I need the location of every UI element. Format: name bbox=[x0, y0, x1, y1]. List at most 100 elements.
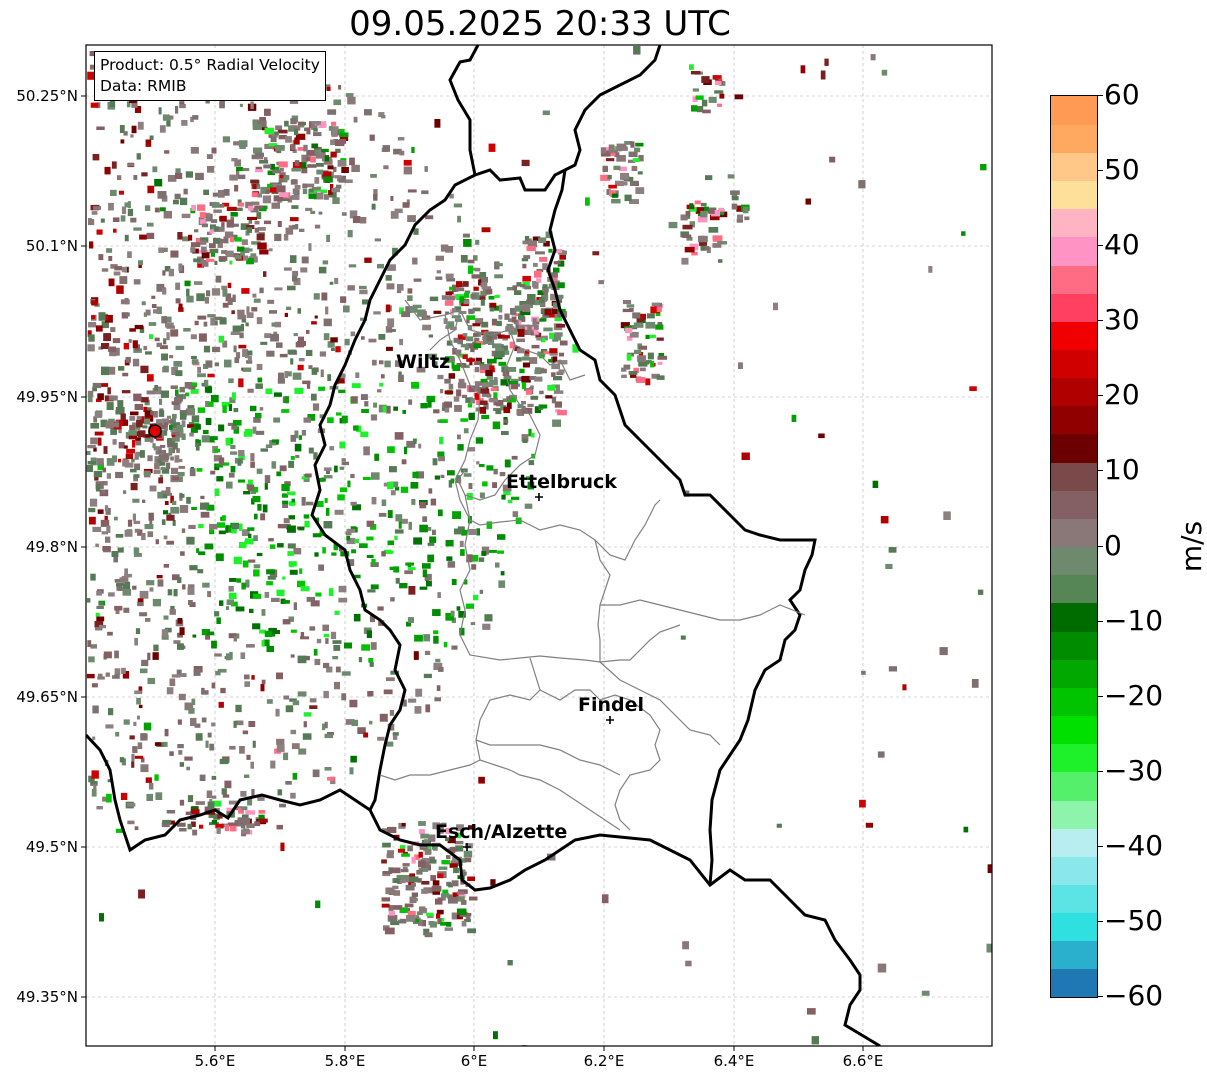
velocity-pixel bbox=[237, 314, 247, 320]
velocity-pixel bbox=[464, 346, 469, 351]
velocity-pixel bbox=[98, 601, 103, 606]
velocity-pixel bbox=[114, 668, 121, 676]
velocity-pixel bbox=[186, 536, 195, 545]
velocity-pixel bbox=[324, 767, 332, 771]
colorbar-tickmark bbox=[1097, 620, 1103, 622]
velocity-pixel bbox=[261, 609, 266, 616]
velocity-pixel bbox=[287, 195, 293, 203]
velocity-pixel bbox=[309, 189, 314, 193]
velocity-pixel bbox=[244, 429, 253, 437]
velocity-pixel bbox=[218, 424, 225, 432]
velocity-pixel bbox=[128, 433, 137, 440]
velocity-pixel bbox=[418, 829, 425, 834]
velocity-pixel bbox=[161, 316, 167, 324]
velocity-pixel bbox=[542, 263, 548, 270]
velocity-pixel bbox=[506, 402, 512, 409]
city-marker bbox=[535, 493, 543, 501]
velocity-pixel bbox=[154, 207, 160, 213]
velocity-pixel bbox=[276, 744, 285, 752]
velocity-pixel bbox=[260, 341, 268, 345]
velocity-pixel bbox=[655, 311, 661, 316]
velocity-pixel bbox=[191, 359, 199, 365]
velocity-pixel bbox=[213, 316, 222, 321]
velocity-pixel bbox=[977, 589, 984, 595]
velocity-pixel bbox=[371, 472, 380, 480]
velocity-pixel bbox=[291, 498, 295, 503]
velocity-pixel bbox=[341, 415, 348, 423]
velocity-pixel bbox=[120, 792, 128, 800]
velocity-pixel bbox=[219, 238, 225, 243]
velocity-pixel bbox=[160, 390, 169, 398]
velocity-pixel bbox=[385, 741, 394, 747]
velocity-pixel bbox=[327, 86, 331, 91]
velocity-pixel bbox=[623, 364, 631, 370]
velocity-pixel bbox=[262, 504, 268, 513]
velocity-pixel bbox=[542, 284, 548, 289]
velocity-pixel bbox=[491, 318, 498, 326]
velocity-pixel bbox=[421, 881, 430, 885]
velocity-pixel bbox=[524, 236, 530, 243]
canton-borders bbox=[379, 299, 806, 831]
velocity-pixel bbox=[165, 492, 172, 496]
velocity-pixel bbox=[197, 373, 206, 378]
velocity-pixel bbox=[171, 476, 180, 481]
velocity-pixel bbox=[392, 732, 399, 736]
velocity-pixel bbox=[556, 294, 564, 299]
velocity-pixel bbox=[301, 430, 306, 436]
velocity-pixel bbox=[226, 599, 234, 605]
velocity-pixel bbox=[197, 261, 204, 268]
velocity-pixel bbox=[137, 742, 143, 750]
velocity-pixel bbox=[353, 425, 359, 431]
velocity-pixel bbox=[331, 187, 341, 193]
velocity-pixel bbox=[183, 328, 191, 332]
velocity-pixel bbox=[290, 125, 298, 130]
velocity-pixel bbox=[425, 704, 431, 713]
velocity-pixel bbox=[361, 336, 365, 340]
velocity-pixel bbox=[259, 818, 268, 823]
velocity-pixel bbox=[350, 526, 357, 531]
velocity-pixel bbox=[207, 373, 215, 378]
velocity-pixel bbox=[395, 577, 400, 584]
velocity-pixel bbox=[352, 504, 361, 511]
velocity-pixel bbox=[554, 317, 563, 322]
velocity-pixel bbox=[403, 166, 413, 175]
velocity-pixel bbox=[210, 219, 218, 223]
velocity-pixel bbox=[407, 911, 416, 918]
velocity-pixel bbox=[633, 46, 641, 55]
velocity-pixel bbox=[277, 524, 287, 529]
velocity-pixel bbox=[330, 631, 337, 640]
velocity-pixel bbox=[697, 106, 704, 113]
velocity-pixel bbox=[267, 575, 276, 580]
velocity-pixel bbox=[429, 921, 437, 928]
velocity-pixel bbox=[140, 365, 149, 374]
velocity-pixel bbox=[259, 407, 264, 411]
velocity-pixel bbox=[426, 395, 436, 403]
velocity-pixel bbox=[294, 430, 299, 439]
velocity-pixel bbox=[399, 879, 406, 884]
velocity-pixel bbox=[103, 446, 108, 454]
velocity-pixel bbox=[527, 481, 535, 490]
velocity-pixel bbox=[425, 215, 434, 220]
velocity-pixel bbox=[325, 507, 330, 516]
velocity-pixel bbox=[394, 432, 404, 440]
velocity-pixel bbox=[705, 175, 713, 181]
velocity-pixel bbox=[338, 597, 348, 603]
velocity-pixel bbox=[205, 417, 212, 425]
velocity-pixel bbox=[626, 353, 632, 361]
velocity-pixel bbox=[385, 304, 391, 313]
velocity-pixel bbox=[399, 907, 408, 913]
velocity-pixel bbox=[447, 897, 458, 904]
velocity-pixel bbox=[191, 204, 196, 211]
velocity-pixel bbox=[611, 199, 621, 204]
velocity-pixel bbox=[445, 828, 452, 834]
velocity-pixel bbox=[266, 699, 273, 704]
velocity-pixel bbox=[255, 166, 262, 172]
velocity-pixel bbox=[433, 635, 439, 644]
velocity-pixel bbox=[170, 495, 174, 504]
velocity-pixel bbox=[386, 853, 394, 859]
velocity-pixel bbox=[422, 563, 431, 569]
velocity-pixel bbox=[465, 343, 475, 349]
velocity-pixel bbox=[292, 149, 297, 153]
velocity-pixel bbox=[636, 318, 643, 323]
velocity-pixel bbox=[256, 363, 263, 370]
